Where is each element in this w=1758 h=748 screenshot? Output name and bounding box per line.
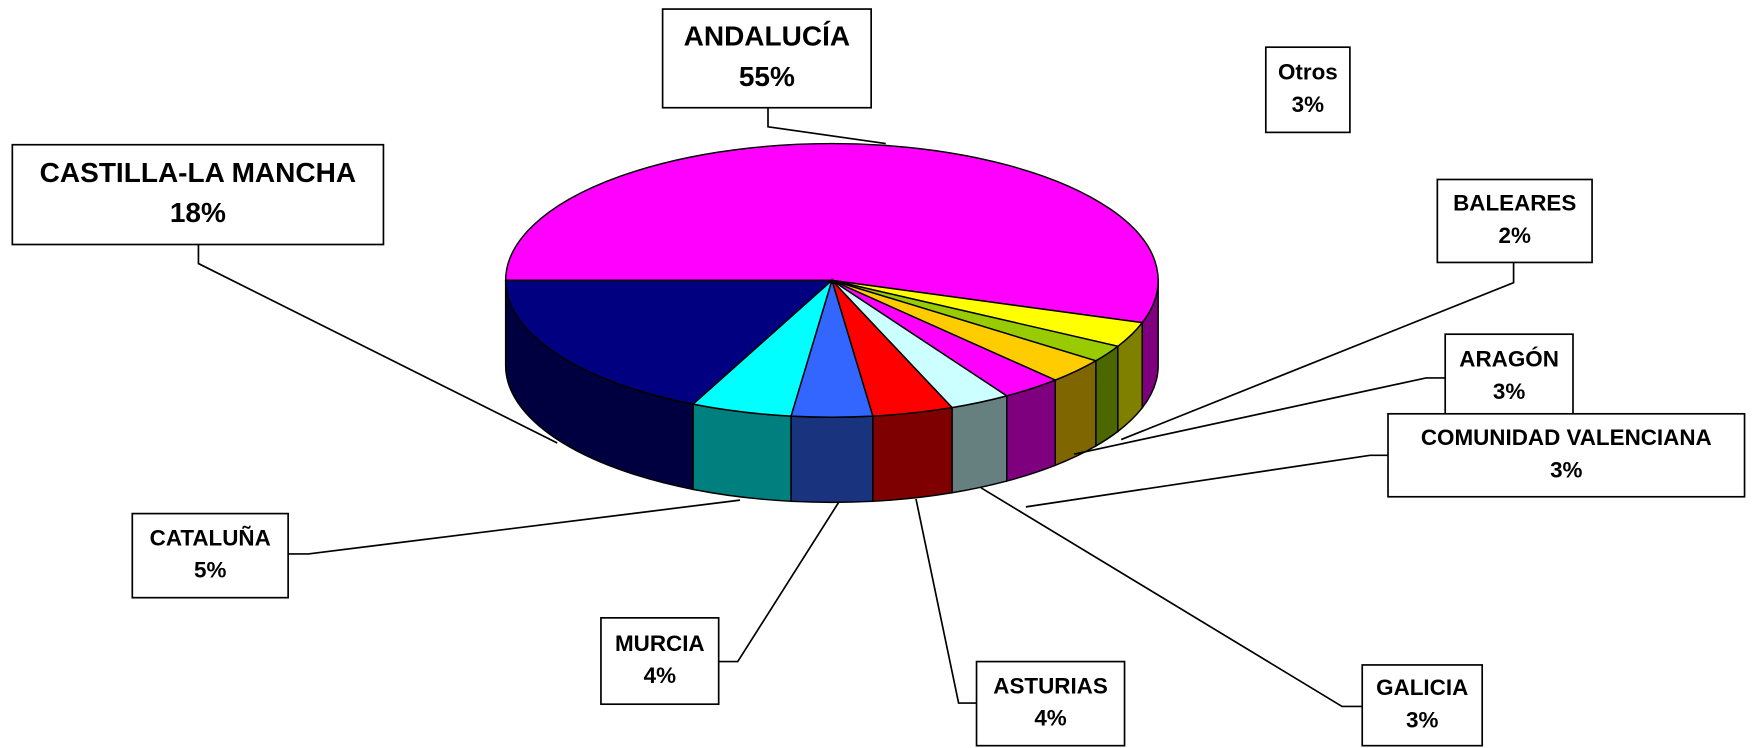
pie-side [692,403,792,503]
slice-value-label: 3% [1292,92,1324,117]
pie-side [1095,344,1119,448]
slice-value-label: 5% [194,558,226,583]
leader-line [915,498,977,704]
leader-line [288,499,741,555]
leader-line [1073,377,1446,455]
label-box [1387,412,1746,498]
pie-slice [504,142,1159,324]
slice-label: ANDALUCÍA [684,21,851,52]
pie-slice [504,279,834,405]
label-box [131,512,289,599]
label-box [1264,46,1351,134]
slice-value-label: 3% [1493,379,1525,404]
slice-label: GALICIA [1376,675,1468,700]
slice-label: BALEARES [1453,191,1576,216]
slice-value-label: 55% [739,61,795,92]
leader-line [767,107,886,145]
pie-side [951,394,1008,494]
slice-value-label: 18% [170,197,226,228]
leader-line [1120,262,1515,441]
pie-side [1006,379,1056,483]
label-box [11,143,385,246]
label-box [1361,664,1484,747]
leader-line [197,244,558,444]
label-box [1444,333,1574,421]
slice-label: Otros [1278,60,1338,85]
label-box [975,660,1126,747]
slice-label: ARAGÓN [1459,347,1559,372]
leader-line [1025,454,1389,508]
label-box [1436,178,1593,264]
label-box [661,8,872,109]
slice-label: ASTURIAS [993,673,1108,698]
pie-side [872,406,953,503]
slice-value-label: 3% [1406,707,1438,732]
slice-value-label: 2% [1499,223,1531,248]
slice-label: CASTILLA-LA MANCHA [40,157,356,188]
slice-value-label: 4% [1034,706,1066,731]
slice-label: MURCIA [615,631,705,656]
slice-label: CATALUÑA [150,525,271,550]
leader-line [718,501,840,663]
slice-label: COMUNIDAD VALENCIANA [1421,425,1712,450]
label-box [600,617,720,706]
leader-line [980,487,1363,708]
pie-side [790,415,874,504]
slice-value-label: 4% [644,663,676,688]
slice-value-label: 3% [1550,457,1582,482]
